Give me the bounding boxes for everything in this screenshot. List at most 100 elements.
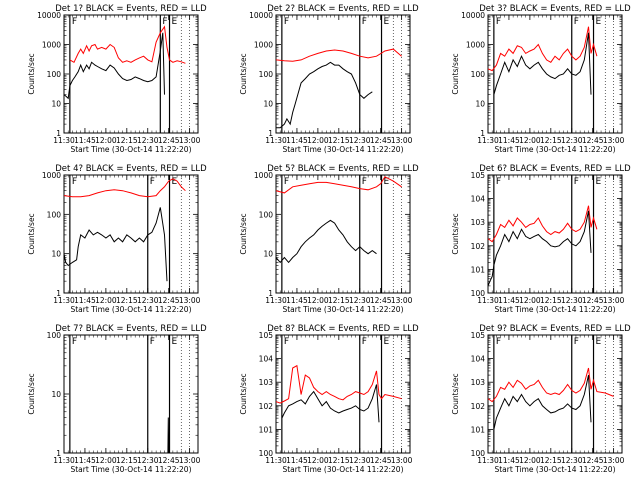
x-tick-label: 11:30 [477,456,499,465]
series-events-line [488,210,592,287]
x-tick-label: 12:45 [582,136,604,145]
y-tick-label: 10 [263,250,273,259]
x-tick-label: 12:45 [370,456,392,465]
y-tick-label: 105 [259,331,274,340]
x-tick-label: 11:30 [265,136,287,145]
y-tick-label: 105 [471,171,486,180]
mode-marker-label: F [150,337,155,347]
panel-title: Det 8? BLACK = Events, RED = LLD [267,324,419,334]
x-tick-label: 12:45 [158,296,180,305]
mode-marker-label: F [72,337,77,347]
mode-marker-label: F [284,177,289,187]
y-tick-label: 1 [480,129,485,138]
x-tick-label: 12:00 [307,456,329,465]
mode-marker-label: E [172,337,178,347]
axes-frame [63,14,199,134]
mode-marker-label: F [574,17,579,27]
panel-title: Det 2? BLACK = Events, RED = LLD [267,4,419,14]
axes-frame [487,174,623,294]
panel-title: Det 3? BLACK = Events, RED = LLD [479,4,631,14]
y-tick-label: 1000 [466,41,485,50]
y-tick-label: 101 [471,425,486,434]
panel-det-1: Det 1? BLACK = Events, RED = LLD 1 10 100 10… [27,4,207,154]
x-tick-label: 12:45 [370,296,392,305]
x-tick-label: 11:30 [53,456,75,465]
x-tick-label: 11:30 [265,296,287,305]
mode-marker-label: E [596,17,602,27]
x-tick-label: 13:00 [391,296,413,305]
x-tick-label: 12:30 [349,136,371,145]
y-tick-label: 104 [259,355,274,364]
mode-marker-label: F [496,337,501,347]
y-tick-label: 10000 [37,11,61,20]
y-tick-label: 1 [268,129,273,138]
x-tick-label: 12:30 [561,456,583,465]
y-axis-label: Counts/sec [27,373,36,414]
x-tick-label: 13:00 [603,296,625,305]
x-tick-label: 12:15 [540,456,562,465]
y-tick-label: 104 [471,195,486,204]
x-tick-label: 13:00 [391,456,413,465]
y-tick-label: 103 [471,378,486,387]
panel-title: Det 6? BLACK = Events, RED = LLD [479,164,631,174]
x-tick-label: 11:45 [498,136,520,145]
panel-det-4: Det 4? BLACK = Events, RED = LLD 1 10 100 10… [27,164,207,314]
x-tick-label: 12:00 [95,456,117,465]
y-tick-label: 102 [259,402,274,411]
series-events-line [64,32,165,100]
y-tick-label: 10 [51,390,61,399]
series-events-line [276,219,377,264]
x-tick-label: 13:00 [179,136,201,145]
x-tick-label: 12:00 [519,296,541,305]
panel-det-9: Det 9? BLACK = Events, RED = LLD 100 101 10… [451,324,631,474]
panel-det-3: Det 3? BLACK = Events, RED = LLD 1 10 100 10… [451,4,631,154]
x-tick-label: 12:00 [307,296,329,305]
series-lld-line [69,25,186,64]
panel-title: Det 9? BLACK = Events, RED = LLD [479,324,631,334]
x-tick-label: 11:30 [477,296,499,305]
x-tick-label: 12:45 [158,456,180,465]
y-tick-label: 1 [268,289,273,298]
x-tick-label: 12:15 [116,136,138,145]
mode-marker-label: F [150,177,155,187]
mode-marker-label: E [384,177,390,187]
y-tick-label: 10000 [249,11,273,20]
y-axis-label: Counts/sec [239,53,248,94]
x-tick-label: 12:45 [370,136,392,145]
mode-marker-label: F [162,17,167,27]
y-tick-label: 100 [259,70,274,79]
y-tick-label: 103 [259,378,274,387]
x-axis-label: Start Time (30-Oct-14 11:22:20) [70,305,191,314]
y-tick-label: 101 [259,425,274,434]
mode-marker-label: F [496,17,501,27]
x-tick-label: 13:00 [603,136,625,145]
mode-marker-label: E [172,17,178,27]
y-axis-label: Counts/sec [27,213,36,254]
x-tick-label: 11:30 [265,456,287,465]
y-tick-label: 100 [259,449,274,458]
y-tick-label: 102 [471,242,486,251]
panel-title: Det 1? BLACK = Events, RED = LLD [55,4,207,14]
mode-marker-label: E [172,177,178,187]
x-tick-label: 12:30 [137,456,159,465]
mode-marker-label: F [362,177,367,187]
y-tick-label: 10000 [461,11,485,20]
y-tick-label: 100 [47,70,62,79]
x-tick-label: 12:30 [349,296,371,305]
x-tick-label: 11:30 [53,296,75,305]
x-tick-label: 13:00 [603,456,625,465]
series-events-line [64,207,168,282]
y-tick-label: 100 [471,289,486,298]
y-tick-label: 10 [51,100,61,109]
y-tick-label: 103 [471,218,486,227]
series-lld-line [276,176,402,194]
y-tick-label: 102 [471,402,486,411]
x-axis-label: Start Time (30-Oct-14 11:22:20) [282,305,403,314]
y-axis-label: Counts/sec [239,373,248,414]
mode-marker-label: F [496,177,501,187]
mode-marker-label: F [574,177,579,187]
panel-title: Det 7? BLACK = Events, RED = LLD [55,324,207,334]
mode-marker-label: E [596,177,602,187]
y-tick-label: 1000 [42,41,61,50]
